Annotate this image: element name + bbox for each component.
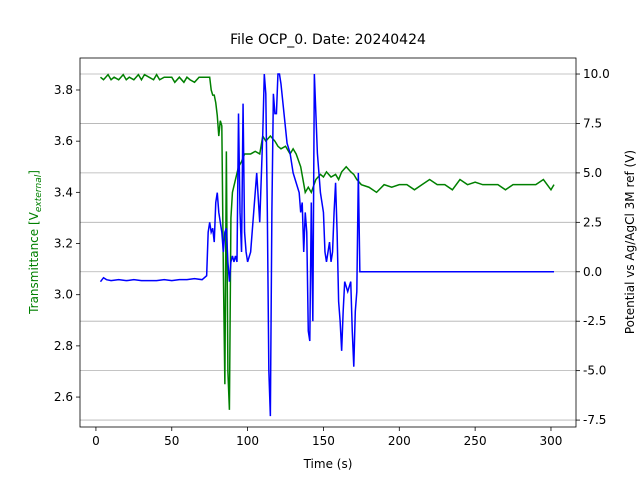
x-tick-label: 100: [236, 434, 259, 448]
plot-frame: [79, 57, 577, 428]
y2-tick-label: 2.5: [583, 215, 602, 229]
y2-tick-label: 10.0: [583, 67, 610, 81]
chart-title: File OCP_0. Date: 20240424: [230, 32, 426, 48]
y-axis-label-text: Transmittance [V: [27, 211, 41, 315]
x-tick-label: 200: [388, 434, 411, 448]
x-tick-label: 250: [464, 434, 487, 448]
y-tick-label: 3.8: [54, 83, 73, 97]
y-axis-label: Transmittance [Vexternal]: [27, 170, 44, 315]
y-tick-label: 3.0: [54, 288, 73, 302]
data-line: [99, 73, 555, 410]
y2-tick-label: -5.0: [583, 364, 606, 378]
y-tick-label: 3.4: [54, 185, 73, 199]
y-axis-label-sub: external: [34, 174, 44, 212]
y2-tick-label: 0.0: [583, 265, 602, 279]
y-axis-label-end: ]: [27, 170, 41, 175]
data-line: [99, 73, 555, 417]
y2-tick-label: -7.5: [583, 413, 606, 427]
y-tick-label: 2.8: [54, 339, 73, 353]
x-tick-label: 150: [312, 434, 335, 448]
y-tick-label: 3.6: [54, 134, 73, 148]
y2-axis-label: Potential vs Ag/AgCl 3M ref (V): [623, 150, 637, 334]
y2-tick-label: 7.5: [583, 116, 602, 130]
y-tick-label: 3.2: [54, 237, 73, 251]
x-tick-label: 300: [540, 434, 563, 448]
x-tick-label: 50: [164, 434, 179, 448]
y2-tick-label: -2.5: [583, 314, 606, 328]
x-axis-label: Time (s): [303, 457, 353, 471]
y2-tick-label: 5.0: [583, 166, 602, 180]
y-tick-label: 2.6: [54, 390, 73, 404]
x-tick-label: 0: [92, 434, 100, 448]
